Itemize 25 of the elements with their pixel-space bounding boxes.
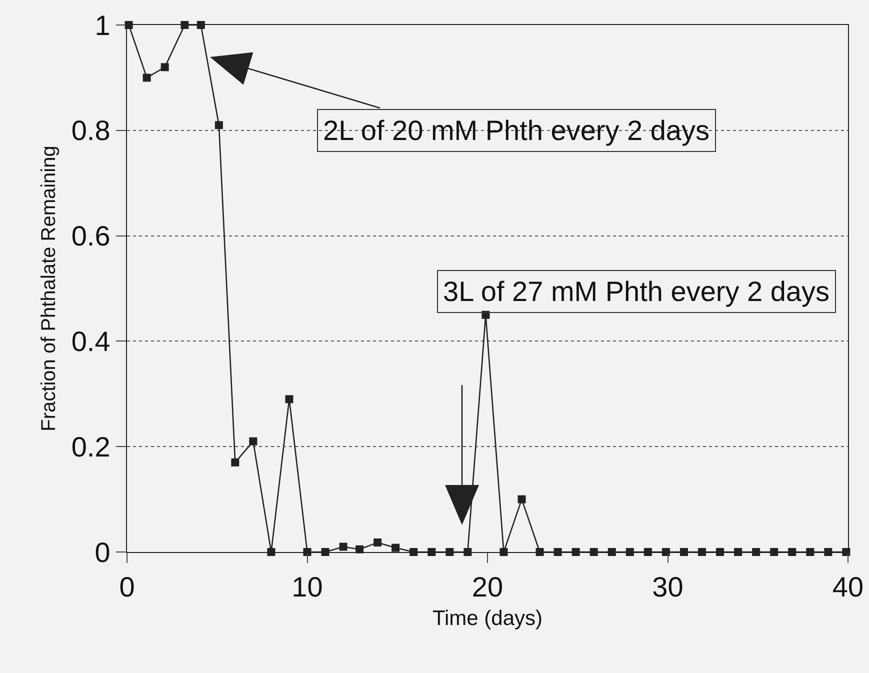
point bbox=[285, 395, 294, 404]
x-tick-label: 10 bbox=[292, 572, 323, 603]
point bbox=[518, 495, 526, 504]
point bbox=[231, 458, 240, 466]
y-tick-label: 0 bbox=[94, 536, 110, 568]
y-tick-label: 0.8 bbox=[71, 115, 110, 146]
point bbox=[339, 542, 348, 551]
point bbox=[142, 74, 151, 82]
y-tick-label: 0.4 bbox=[71, 326, 110, 357]
point bbox=[374, 538, 382, 547]
x-tick-label: 30 bbox=[652, 572, 684, 603]
x-tick-label: 40 bbox=[832, 572, 864, 603]
x-tick-label: 0 bbox=[119, 572, 135, 603]
point bbox=[160, 63, 169, 72]
annotation: 3L of 27 mM Phth every 2 days bbox=[443, 276, 830, 307]
point bbox=[249, 437, 258, 446]
x-tick-label: 20 bbox=[472, 572, 504, 603]
y-axis-title: Fraction of Phthalate Remaining bbox=[38, 146, 60, 432]
y-tick-label: 0.6 bbox=[71, 220, 110, 252]
y-tick-label: 0.2 bbox=[71, 431, 110, 462]
x-axis-title: Time (days) bbox=[432, 606, 543, 630]
annotation: 2L of 20 mM Phth every 2 days bbox=[323, 115, 710, 146]
point bbox=[214, 121, 223, 130]
point bbox=[392, 544, 400, 552]
y-tick-label: 1 bbox=[94, 10, 110, 41]
